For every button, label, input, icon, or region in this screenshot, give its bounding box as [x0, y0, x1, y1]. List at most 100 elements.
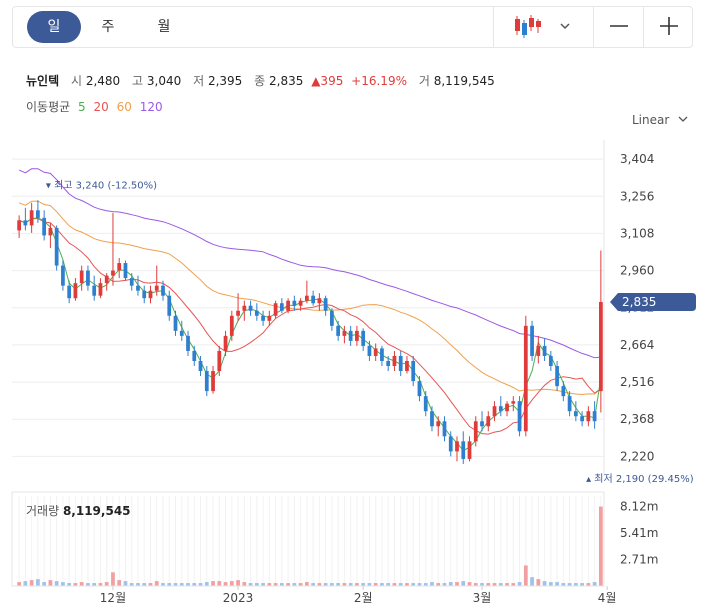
volume-bar	[123, 581, 128, 586]
candle-body	[380, 348, 384, 361]
grid	[11, 140, 605, 587]
volume-bar	[42, 582, 47, 586]
candle-body	[173, 315, 178, 331]
zoom-out-button[interactable]	[593, 7, 643, 47]
volume-value: 8,119,545	[433, 74, 495, 88]
candle-body	[298, 300, 303, 306]
candle-body	[523, 325, 528, 432]
candle-body	[179, 330, 184, 336]
candle-body	[148, 290, 153, 299]
volume-bar	[367, 583, 372, 586]
volume-label: 거	[418, 74, 430, 88]
volume-bar	[79, 582, 84, 586]
volume-bar	[248, 583, 253, 586]
candle-body	[61, 265, 65, 286]
close-value: 2,835	[269, 74, 304, 88]
candle-body	[505, 403, 509, 412]
volume-bar	[267, 583, 272, 586]
volume-bar	[54, 581, 59, 586]
candle-body	[317, 298, 322, 304]
volume-bar	[204, 582, 209, 586]
volume-bar	[273, 583, 278, 586]
volume-bar	[129, 583, 134, 586]
close-label: 종	[254, 74, 266, 88]
open-label: 시	[70, 74, 82, 88]
tab-week[interactable]: 주	[101, 19, 115, 35]
candle-body	[242, 305, 247, 311]
volume-bar	[173, 583, 178, 586]
volume-bars	[17, 506, 603, 586]
volume-bar	[486, 583, 491, 586]
zoom-in-button[interactable]	[643, 7, 694, 47]
tab-month[interactable]: 월	[157, 19, 171, 35]
volume-bar	[392, 583, 397, 586]
candle-body	[517, 401, 522, 432]
volume-panel-value: 8,119,545	[62, 504, 131, 518]
date-tick-label: 2월	[354, 591, 373, 605]
scale-selector[interactable]: Linear	[632, 113, 689, 127]
ma-line-p120	[18, 168, 601, 359]
volume-bar	[442, 583, 447, 586]
change-value: ▲395	[311, 74, 344, 88]
volume-bar	[573, 583, 578, 586]
candle-body	[486, 416, 491, 427]
candle-body	[455, 441, 459, 452]
candle-body	[473, 421, 478, 442]
candle-body	[348, 330, 353, 341]
candle-body	[304, 295, 309, 301]
price-tick-label: 3,404	[620, 152, 654, 166]
candle-body	[592, 411, 597, 422]
low-value: 2,395	[207, 74, 243, 88]
candle-body	[254, 310, 259, 316]
volume-bar	[448, 582, 453, 586]
volume-bar	[536, 579, 541, 586]
volume-bar	[186, 583, 190, 586]
candle-body	[580, 416, 584, 422]
volume-bar	[286, 583, 290, 586]
volume-bar	[592, 582, 597, 586]
volume-bar	[73, 583, 78, 586]
price-tick-label: 2,220	[620, 449, 654, 463]
candle-body	[273, 303, 278, 316]
volume-bar	[317, 583, 322, 586]
candle-body	[36, 210, 40, 218]
candle-body	[373, 348, 378, 356]
volume-bar	[67, 583, 72, 586]
price-tick-label: 3,108	[620, 226, 654, 240]
price-tick-label: 2,368	[620, 412, 654, 426]
candle-body	[223, 335, 228, 351]
candle-body	[480, 421, 484, 427]
candle-body	[142, 290, 147, 299]
candle-body	[267, 315, 272, 321]
volume-bar	[29, 580, 34, 586]
chart-type-selector[interactable]	[493, 7, 593, 47]
candle-body	[17, 220, 22, 231]
candle-body	[279, 303, 284, 311]
candle-body	[73, 283, 78, 299]
candle-body	[261, 315, 265, 321]
high-label: 고	[132, 74, 144, 88]
volume-panel-title: 거래량	[26, 504, 60, 518]
candle-body	[48, 227, 53, 236]
volume-bar	[104, 582, 109, 586]
candle-body	[467, 441, 472, 459]
volume-bar	[473, 583, 478, 586]
volume-bar	[480, 583, 484, 586]
volume-bar	[361, 583, 366, 586]
volume-bar	[411, 583, 416, 586]
ma-line-p60	[18, 200, 602, 396]
candle-body	[79, 270, 84, 284]
candle-body	[398, 355, 403, 372]
price-axis: 3,4043,2563,1082,9602,8122,6642,5162,368…	[610, 152, 696, 463]
volume-bar	[580, 583, 584, 586]
volume-bar	[36, 579, 40, 586]
tab-day[interactable]: 일	[27, 11, 81, 43]
volume-bar	[86, 583, 90, 586]
candle-body	[405, 360, 409, 372]
volume-bar	[304, 582, 309, 586]
chevron-down-icon[interactable]	[558, 19, 572, 33]
candle-body	[23, 220, 28, 226]
scale-label: Linear	[632, 113, 670, 127]
candle-body	[392, 355, 397, 367]
